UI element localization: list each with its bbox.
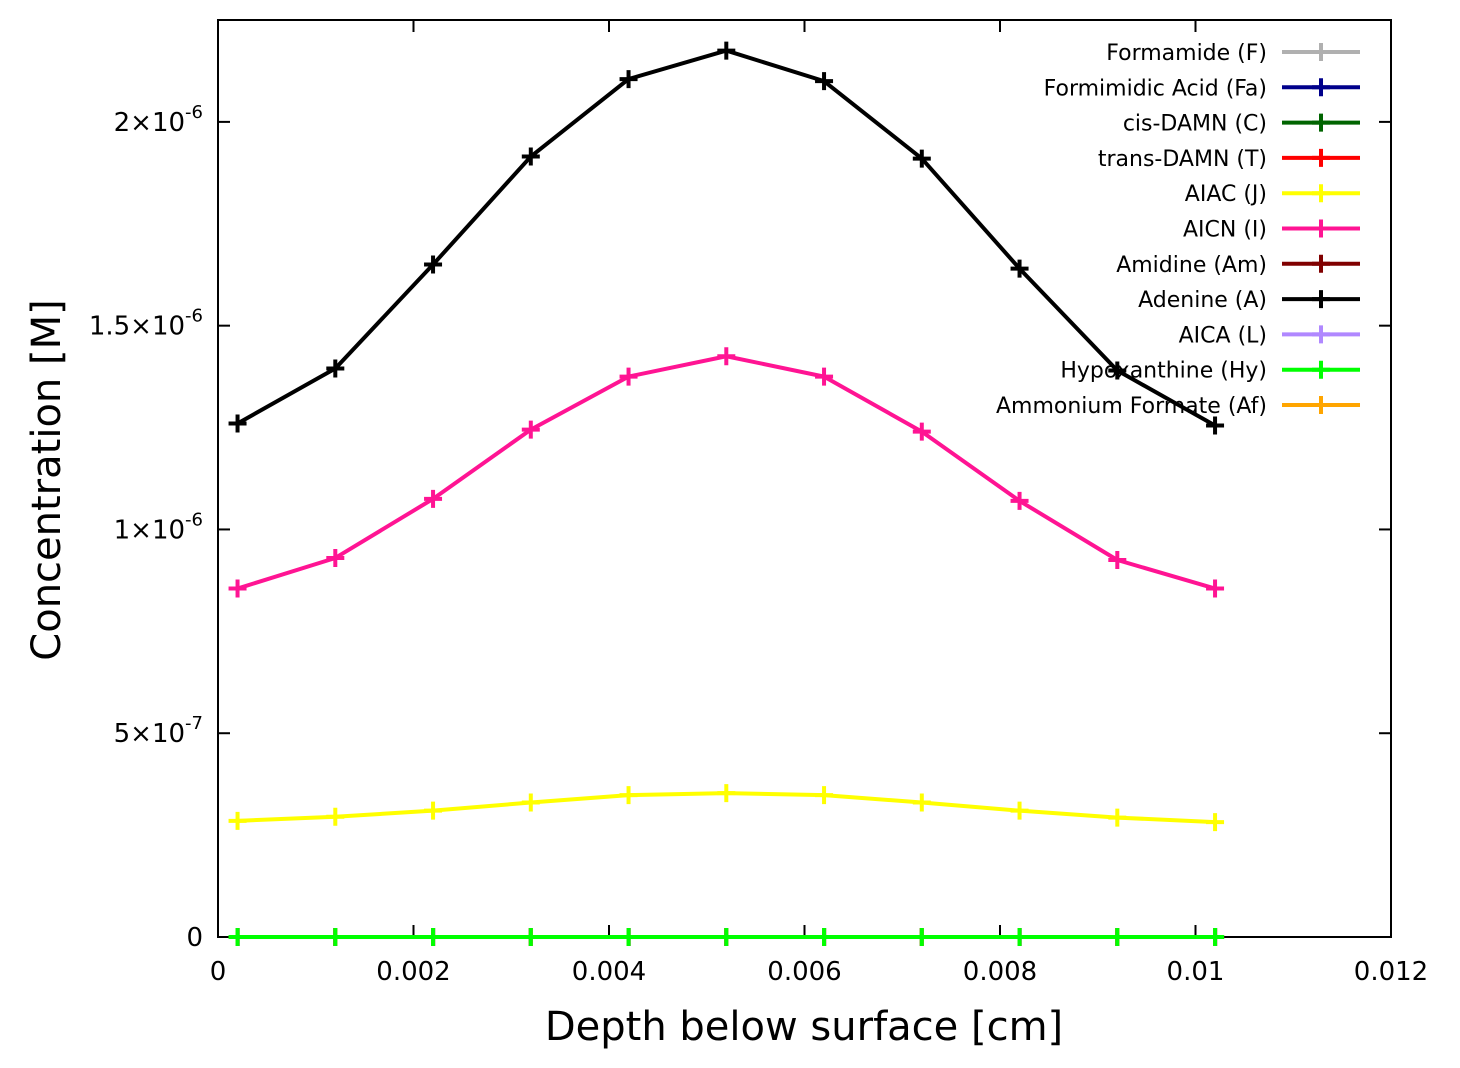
- y-tick-label: 2×10-6: [114, 102, 203, 138]
- y-tick-exponent: -7: [185, 713, 203, 734]
- y-tick-mantissa: 1.5×10: [89, 312, 185, 342]
- data-point: [717, 928, 736, 946]
- data-point: [1010, 259, 1029, 278]
- y-tick-label: 0: [186, 923, 203, 953]
- data-point: [1206, 813, 1225, 832]
- data-point: [228, 414, 247, 433]
- x-tick-label: 0.006: [767, 957, 841, 987]
- data-point: [424, 928, 443, 946]
- data-point: [521, 420, 540, 439]
- y-axis-title: Concentration [M]: [24, 299, 70, 660]
- data-point: [1206, 579, 1225, 598]
- data-point: [424, 255, 443, 274]
- data-point: [326, 359, 345, 378]
- data-point: [815, 367, 834, 386]
- legend-label: Formamide (F): [1106, 41, 1267, 66]
- series-layer: [228, 41, 1225, 946]
- legend-marker: [1312, 113, 1330, 132]
- data-point: [717, 347, 736, 366]
- y-tick-mantissa: 5×10: [114, 719, 185, 749]
- x-tick-label: 0.012: [1354, 957, 1428, 987]
- x-tick-label: 0.002: [376, 957, 450, 987]
- data-point: [1108, 551, 1127, 570]
- x-tick-label: 0.008: [963, 957, 1037, 987]
- data-point: [228, 928, 247, 946]
- series-5: [228, 347, 1225, 598]
- data-point: [326, 548, 345, 567]
- y-tick-label: 1.5×10-6: [89, 306, 203, 342]
- x-axis-title: Depth below surface [cm]: [545, 1004, 1063, 1050]
- y-tick-exponent: -6: [185, 102, 203, 123]
- series-4: [228, 784, 1225, 832]
- data-point: [1206, 416, 1225, 435]
- y-tick-mantissa: 1×10: [114, 515, 185, 545]
- data-point: [912, 422, 931, 441]
- data-point: [717, 784, 736, 803]
- legend-label: cis-DAMN (C): [1123, 112, 1267, 137]
- y-tick-mantissa: 0: [186, 923, 203, 953]
- legend-label: Adenine (A): [1138, 288, 1267, 313]
- axis-ticks: 0 0.002 0.004 0.006 0.008 0.01 0.012 0 5×10-7 1×1…: [89, 20, 1428, 987]
- x-tick-label: 0.01: [1167, 957, 1225, 987]
- legend-marker: [1312, 325, 1330, 344]
- data-point: [815, 786, 834, 805]
- legend-label: AICA (L): [1179, 323, 1267, 348]
- legend-marker: [1312, 148, 1330, 167]
- data-point: [1108, 808, 1127, 827]
- data-point: [228, 811, 247, 830]
- legend-marker: [1312, 78, 1330, 97]
- data-point: [912, 149, 931, 168]
- data-point: [619, 786, 638, 805]
- legend-marker: [1312, 254, 1330, 273]
- data-point: [619, 928, 638, 946]
- legend-label: Amidine (Am): [1116, 253, 1267, 278]
- y-tick-exponent: -6: [185, 306, 203, 327]
- series-7: [228, 41, 1225, 435]
- legend-label: Ammonium Formate (Af): [996, 394, 1267, 419]
- y-tick-label: 1×10-6: [114, 509, 203, 545]
- data-point: [1010, 491, 1029, 510]
- data-point: [1108, 361, 1127, 380]
- y-tick-label: 5×10-7: [114, 713, 203, 749]
- legend-label: AICN (I): [1183, 218, 1267, 243]
- data-point: [815, 72, 834, 91]
- legend: Formamide (F) Formimidic Acid (Fa) cis-DAM…: [996, 41, 1360, 419]
- y-tick-exponent: -6: [185, 509, 203, 530]
- data-point: [521, 147, 540, 166]
- data-point: [912, 793, 931, 812]
- y-tick-mantissa: 2×10: [114, 108, 185, 138]
- x-tick-label: 0.004: [572, 957, 646, 987]
- data-point: [619, 70, 638, 89]
- data-point: [1206, 928, 1225, 946]
- legend-marker: [1312, 219, 1330, 238]
- legend-label: Hypoxanthine (Hy): [1060, 359, 1267, 384]
- legend-marker: [1312, 396, 1330, 414]
- data-point: [228, 579, 247, 598]
- data-point: [815, 928, 834, 946]
- legend-marker: [1312, 184, 1330, 203]
- data-point: [1010, 928, 1029, 946]
- data-point: [619, 367, 638, 386]
- legend-label: AIAC (J): [1185, 182, 1267, 207]
- data-point: [521, 928, 540, 946]
- data-point: [424, 801, 443, 820]
- data-point: [326, 928, 345, 946]
- x-tick-label: 0: [210, 957, 227, 987]
- data-point: [912, 928, 931, 946]
- legend-label: Formimidic Acid (Fa): [1044, 76, 1267, 101]
- data-point: [1108, 928, 1127, 946]
- data-point: [424, 489, 443, 508]
- legend-marker: [1312, 360, 1330, 379]
- legend-label: trans-DAMN (T): [1098, 147, 1267, 172]
- series-9: [228, 928, 1225, 946]
- data-point: [1010, 801, 1029, 820]
- series-line: [236, 354, 1216, 591]
- legend-marker: [1312, 290, 1330, 309]
- data-point: [717, 41, 736, 60]
- data-point: [521, 793, 540, 812]
- legend-marker: [1312, 43, 1330, 61]
- data-point: [326, 807, 345, 826]
